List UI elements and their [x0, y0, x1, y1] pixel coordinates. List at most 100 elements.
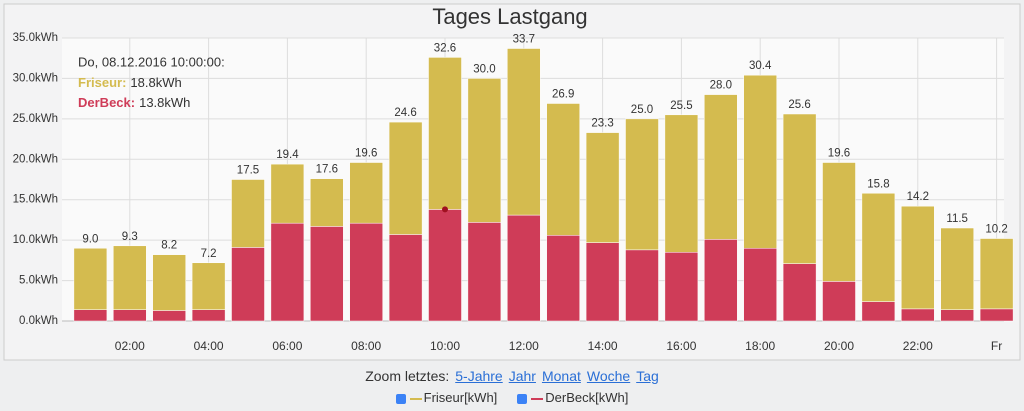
zoom-link[interactable]: 5-Jahre	[455, 368, 503, 384]
bar-segment	[546, 235, 580, 322]
legend-label: DerBeck[kWh]	[545, 390, 629, 405]
total-label: 9.3	[122, 231, 138, 243]
zoom-link[interactable]: Tag	[636, 368, 659, 384]
y-tick-label: 25.0kWh	[13, 113, 58, 125]
x-tick-label: Fr	[991, 339, 1002, 353]
legend-checkbox[interactable]	[517, 393, 528, 404]
bar-segment	[743, 247, 777, 322]
total-label: 28.0	[710, 80, 732, 92]
total-label: 8.2	[161, 240, 177, 252]
bar-segment	[152, 254, 186, 311]
bar-segment	[113, 245, 147, 310]
bar-segment	[113, 309, 147, 322]
bar-segment	[310, 178, 344, 227]
tooltip-row: DerBeck: 13.8kWh	[78, 95, 190, 110]
legend-item[interactable]: Friseur[kWh]	[395, 390, 498, 405]
total-label: 26.9	[552, 89, 574, 101]
chart: Tages Lastgang 0.0kWh 5.0kWh 10.0kWh 15.0kW…	[3, 3, 1021, 361]
bar-segment	[191, 309, 226, 322]
total-label: 19.6	[828, 148, 850, 160]
legend-swatch	[531, 397, 544, 400]
total-label: 32.6	[434, 42, 456, 54]
bar-segment	[940, 227, 974, 310]
x-tick-label: 22:00	[903, 339, 933, 353]
tooltip-header: Do, 08.12.2016 10:00:00:	[78, 54, 225, 69]
y-tick-label: 0.0kWh	[19, 315, 58, 327]
zoom-links: 5-Jahre Jahr Monat Woche Tag	[449, 368, 659, 384]
total-label: 17.6	[316, 164, 338, 176]
y-tick-label: 35.0kWh	[13, 32, 58, 44]
bar-segment	[73, 247, 108, 310]
legend-checkbox[interactable]	[395, 393, 406, 404]
x-tick-label: 06:00	[272, 339, 302, 353]
bar-segment	[270, 163, 305, 224]
total-label: 7.2	[201, 248, 217, 260]
bar-segment	[507, 214, 541, 322]
total-label: 25.6	[788, 99, 810, 111]
tooltip: Do, 08.12.2016 10:00:00: Friseur: 18.8kWh D…	[78, 54, 225, 110]
bar-segment	[428, 57, 462, 210]
total-label: 25.0	[631, 104, 653, 116]
x-tick-label: 10:00	[430, 339, 460, 353]
bar-segment	[782, 263, 817, 322]
x-tick-label: 20:00	[824, 339, 854, 353]
total-label: 15.8	[867, 178, 889, 190]
total-label: 24.6	[394, 107, 416, 119]
zoom-link[interactable]: Jahr	[508, 368, 536, 384]
zoom-link[interactable]: Woche	[586, 368, 631, 384]
bar-segment	[310, 226, 344, 322]
bar-segment	[782, 113, 817, 264]
legend-label: Friseur[kWh]	[423, 390, 498, 405]
bar-segment	[467, 78, 502, 223]
total-label: 11.5	[946, 213, 968, 225]
legend-swatch	[409, 397, 422, 400]
total-label: 25.5	[670, 100, 692, 112]
x-tick-label: 18:00	[745, 339, 775, 353]
bar-segment	[546, 103, 580, 236]
bar-segment	[388, 234, 423, 322]
bar-segment	[704, 94, 738, 240]
bar-segment	[231, 179, 265, 248]
bar-segment	[270, 222, 305, 322]
x-tick-label: 16:00	[666, 339, 696, 353]
bar-segment	[625, 118, 659, 251]
bar-segment	[901, 205, 935, 310]
y-tick-label: 15.0kWh	[13, 194, 58, 206]
bar-segment	[428, 209, 462, 322]
y-tick-label: 10.0kWh	[13, 234, 58, 246]
y-tick-label: 5.0kWh	[19, 275, 58, 287]
legend-item[interactable]: DerBeck[kWh]	[517, 390, 628, 405]
zoom-link[interactable]: Monat	[541, 368, 581, 384]
bar-segment	[585, 242, 620, 322]
bar-segment	[231, 247, 265, 322]
bar-segment	[861, 301, 896, 322]
tooltip-label: Friseur:	[78, 75, 126, 90]
bar-segment	[388, 121, 423, 235]
bar-segment	[585, 132, 620, 243]
x-tick-label: 12:00	[509, 339, 539, 353]
bar-segment	[822, 162, 856, 282]
bar-segment	[979, 308, 1014, 322]
bar-segment	[349, 222, 383, 322]
bar-segment	[704, 239, 738, 322]
y-tick-label: 30.0kWh	[13, 72, 58, 84]
tooltip-value: 18.8kWh	[130, 75, 181, 90]
tooltip-label: DerBeck:	[78, 95, 135, 110]
total-label: 17.5	[237, 165, 259, 177]
bar-segment	[507, 48, 541, 216]
tooltip-value: 13.8kWh	[139, 95, 190, 110]
x-tick-label: 08:00	[351, 339, 381, 353]
total-label: 14.2	[907, 191, 929, 203]
total-label: 30.4	[749, 60, 772, 72]
bar-segment	[73, 309, 108, 322]
bar-segment	[664, 114, 699, 253]
bar-segment	[625, 249, 659, 322]
chart-title: Tages Lastgang	[432, 4, 587, 29]
bar-segment	[664, 252, 699, 322]
bar-segment	[901, 308, 935, 322]
total-label: 19.6	[355, 148, 377, 160]
bar-segment	[940, 309, 974, 322]
legend: Friseur[kWh] DerBeck[kWh]	[0, 390, 1024, 405]
x-tick-label: 14:00	[588, 339, 618, 353]
